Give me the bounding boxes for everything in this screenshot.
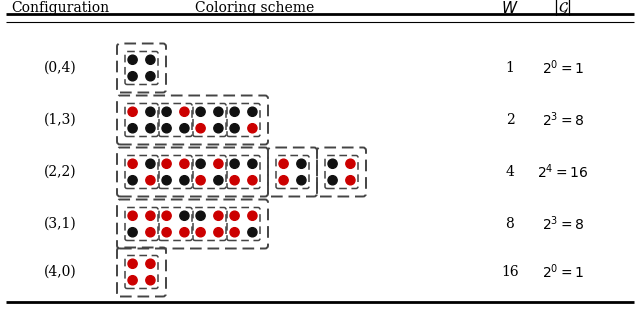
FancyBboxPatch shape: [193, 104, 226, 136]
Circle shape: [180, 107, 189, 116]
Circle shape: [146, 228, 155, 237]
Circle shape: [162, 211, 171, 220]
Text: $W$: $W$: [501, 0, 519, 16]
FancyBboxPatch shape: [159, 208, 192, 240]
Circle shape: [196, 176, 205, 185]
FancyBboxPatch shape: [125, 208, 158, 240]
Circle shape: [128, 159, 137, 168]
Circle shape: [146, 276, 155, 285]
Circle shape: [196, 159, 205, 168]
Circle shape: [328, 176, 337, 185]
Text: 2: 2: [506, 113, 515, 127]
Circle shape: [214, 124, 223, 133]
Circle shape: [248, 176, 257, 185]
Circle shape: [196, 124, 205, 133]
Circle shape: [346, 176, 355, 185]
Circle shape: [196, 211, 205, 220]
Circle shape: [214, 211, 223, 220]
Circle shape: [162, 107, 171, 116]
Text: (2,2): (2,2): [44, 165, 76, 179]
Circle shape: [214, 176, 223, 185]
Circle shape: [248, 159, 257, 168]
Circle shape: [180, 159, 189, 168]
FancyBboxPatch shape: [125, 156, 158, 188]
Circle shape: [146, 55, 155, 64]
Text: (0,4): (0,4): [44, 61, 76, 75]
Circle shape: [128, 276, 137, 285]
Circle shape: [297, 176, 306, 185]
Circle shape: [162, 228, 171, 237]
Circle shape: [196, 107, 205, 116]
Circle shape: [230, 107, 239, 116]
FancyBboxPatch shape: [193, 156, 226, 188]
Circle shape: [196, 228, 205, 237]
Circle shape: [146, 124, 155, 133]
Circle shape: [279, 176, 288, 185]
Text: (3,1): (3,1): [44, 217, 76, 231]
Text: 4: 4: [506, 165, 515, 179]
FancyBboxPatch shape: [125, 104, 158, 136]
Circle shape: [214, 228, 223, 237]
Circle shape: [146, 259, 155, 268]
Circle shape: [248, 124, 257, 133]
Circle shape: [230, 211, 239, 220]
Circle shape: [180, 211, 189, 220]
Text: (1,3): (1,3): [44, 113, 76, 127]
Circle shape: [248, 228, 257, 237]
Circle shape: [180, 124, 189, 133]
Circle shape: [128, 228, 137, 237]
Text: $2^{0} = 1$: $2^{0} = 1$: [542, 263, 584, 281]
Text: $2^{3} = 8$: $2^{3} = 8$: [541, 111, 584, 129]
Circle shape: [328, 159, 337, 168]
Text: (4,0): (4,0): [44, 265, 76, 279]
Circle shape: [146, 107, 155, 116]
Text: 1: 1: [506, 61, 515, 75]
Text: 16: 16: [501, 265, 519, 279]
Circle shape: [180, 176, 189, 185]
Text: $2^{3} = 8$: $2^{3} = 8$: [541, 215, 584, 233]
Circle shape: [162, 159, 171, 168]
Circle shape: [146, 176, 155, 185]
FancyBboxPatch shape: [227, 208, 260, 240]
Circle shape: [214, 159, 223, 168]
Circle shape: [146, 159, 155, 168]
Circle shape: [162, 124, 171, 133]
Circle shape: [248, 211, 257, 220]
Circle shape: [128, 107, 137, 116]
Circle shape: [146, 72, 155, 81]
FancyBboxPatch shape: [227, 104, 260, 136]
Circle shape: [128, 176, 137, 185]
Circle shape: [128, 124, 137, 133]
Circle shape: [128, 211, 137, 220]
FancyBboxPatch shape: [159, 156, 192, 188]
FancyBboxPatch shape: [159, 104, 192, 136]
Circle shape: [230, 124, 239, 133]
FancyBboxPatch shape: [125, 51, 158, 84]
Circle shape: [346, 159, 355, 168]
Circle shape: [230, 176, 239, 185]
FancyBboxPatch shape: [325, 156, 358, 188]
Text: $2^{4} = 16$: $2^{4} = 16$: [538, 163, 589, 181]
Circle shape: [128, 259, 137, 268]
Text: Configuration: Configuration: [11, 1, 109, 15]
Text: $2^{0} = 1$: $2^{0} = 1$: [542, 59, 584, 77]
Circle shape: [128, 55, 137, 64]
Circle shape: [230, 159, 239, 168]
Circle shape: [180, 228, 189, 237]
Text: 8: 8: [506, 217, 515, 231]
FancyBboxPatch shape: [227, 156, 260, 188]
Circle shape: [279, 159, 288, 168]
Circle shape: [146, 211, 155, 220]
Circle shape: [230, 228, 239, 237]
Text: Coloring scheme: Coloring scheme: [195, 1, 315, 15]
FancyBboxPatch shape: [125, 255, 158, 289]
FancyBboxPatch shape: [276, 156, 309, 188]
Circle shape: [162, 176, 171, 185]
Circle shape: [248, 107, 257, 116]
Text: $|\mathcal{G}|$: $|\mathcal{G}|$: [554, 0, 573, 18]
Circle shape: [297, 159, 306, 168]
Circle shape: [128, 72, 137, 81]
FancyBboxPatch shape: [193, 208, 226, 240]
Circle shape: [214, 107, 223, 116]
